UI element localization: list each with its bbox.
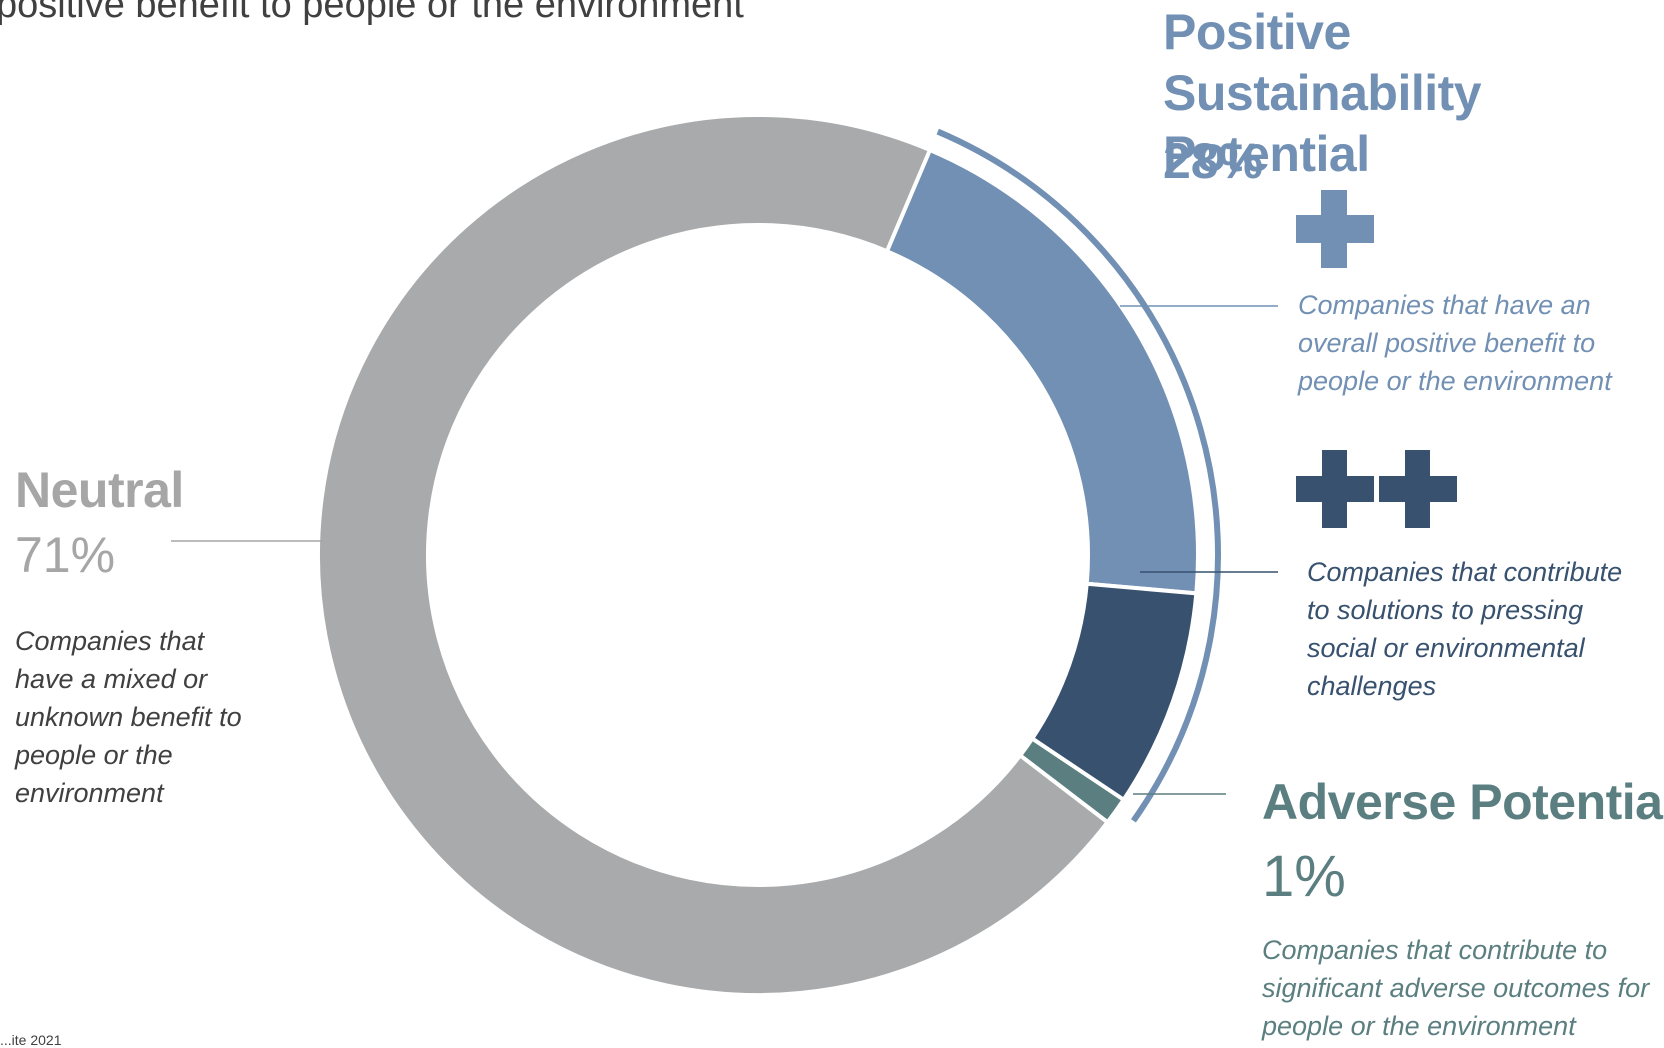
adverse-category-percent: 1%: [1262, 844, 1346, 909]
double-plus-icon: [1296, 450, 1457, 528]
footer-note: ...ite 2021: [0, 1032, 62, 1048]
neutral-category-percent: 71%: [15, 527, 116, 583]
donut-slice-4: [315, 113, 1111, 997]
positive-category-title: Positive Sustainability Potential: [1163, 4, 1482, 182]
donut-slice-1: [884, 147, 1200, 596]
positive-category-percent: 28%: [1163, 133, 1264, 189]
positive-single-plus-description: Companies that have an overall positive …: [1298, 290, 1612, 396]
adverse-title-text: Adverse Potential: [1262, 774, 1664, 830]
neutral-category-title: Neutral: [15, 462, 184, 518]
plus-icon: [1296, 190, 1374, 268]
neutral-description: Companies that have a mixed or unknown b…: [15, 626, 242, 808]
positive-bracket: [936, 128, 1221, 823]
adverse-description: Companies that contribute to significant…: [1262, 935, 1650, 1041]
page-headline: positive benefit to people or the enviro…: [0, 0, 744, 26]
positive-double-plus-description: Companies that contribute to solutions t…: [1307, 557, 1623, 701]
chart-annotations: [171, 128, 1278, 823]
donut-slices: [315, 113, 1200, 997]
